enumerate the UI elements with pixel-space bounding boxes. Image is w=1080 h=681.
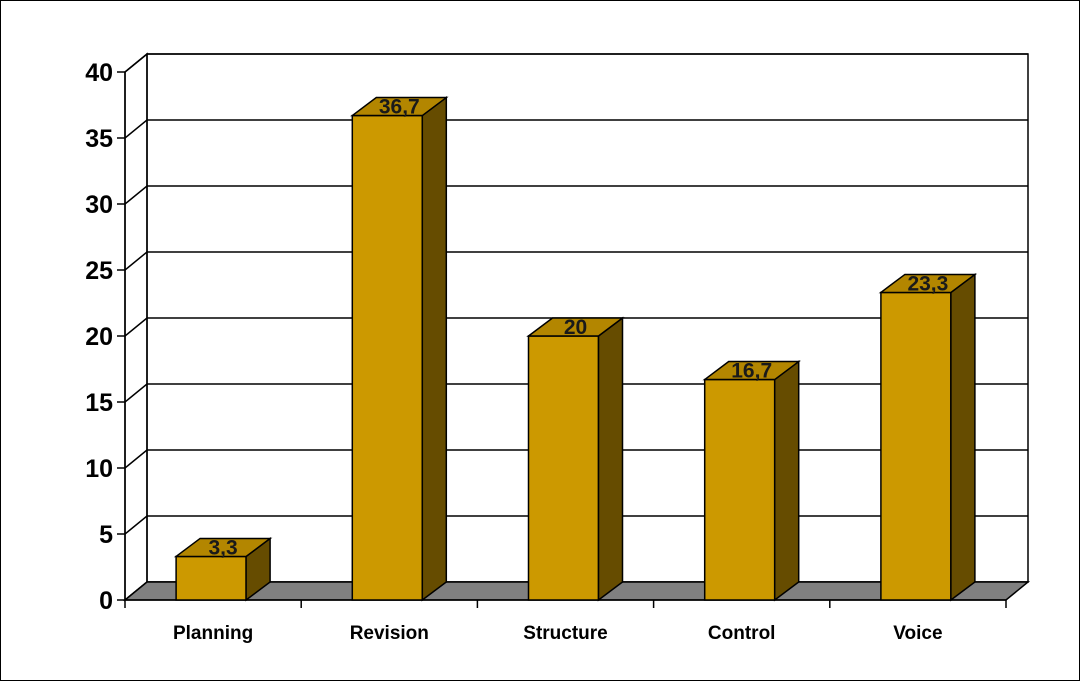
bar xyxy=(173,536,273,602)
bar-front xyxy=(351,114,424,601)
bar-top xyxy=(350,96,449,117)
gridline xyxy=(124,251,1028,271)
bar-front xyxy=(175,555,247,601)
y-tick-label: 25 xyxy=(85,257,113,285)
gridline xyxy=(124,119,1028,139)
bar-front xyxy=(880,291,952,601)
x-tick-label: Control xyxy=(708,623,776,644)
x-axis: Planning Revision Structure Control Voice xyxy=(124,599,1007,644)
bar-side xyxy=(597,316,624,602)
bar-top xyxy=(173,537,273,558)
bar-top xyxy=(702,360,801,381)
x-tick-label: Voice xyxy=(893,623,942,644)
y-tick-label: 40 xyxy=(85,59,113,87)
bar xyxy=(702,360,801,602)
bar xyxy=(878,272,978,602)
data-label: 3,3 xyxy=(208,536,237,559)
gridline xyxy=(124,53,1028,73)
bar-side xyxy=(773,360,800,602)
bar-top xyxy=(526,317,625,337)
y-tick-label: 0 xyxy=(99,587,113,615)
y-tick-label: 15 xyxy=(85,389,113,417)
x-tick-label: Structure xyxy=(523,623,607,644)
y-axis: 0 5 10 15 20 25 30 35 40 xyxy=(85,59,126,615)
bar-side xyxy=(421,96,448,602)
gridline xyxy=(124,185,1028,205)
data-label: 23,3 xyxy=(907,272,948,295)
y-tick-label: 30 xyxy=(85,191,113,219)
y-tick-label: 10 xyxy=(85,455,113,483)
data-labels: 3,3 36,7 20 16,7 23,3 xyxy=(208,96,948,560)
gridline xyxy=(124,317,1028,337)
bar-top xyxy=(878,273,978,294)
bar xyxy=(526,316,625,602)
y-tick-label: 20 xyxy=(85,323,113,351)
bar-front xyxy=(527,335,600,601)
bar xyxy=(350,96,449,602)
bar-side xyxy=(950,272,976,602)
y-tick-label: 35 xyxy=(85,125,113,153)
y-tick-label: 5 xyxy=(99,521,113,549)
x-tick-label: Planning xyxy=(173,623,253,644)
bars xyxy=(173,96,978,602)
x-tick-label: Revision xyxy=(350,623,429,644)
data-label: 16,7 xyxy=(731,360,772,383)
data-label: 20 xyxy=(564,316,587,339)
bar-front xyxy=(703,378,776,601)
data-label: 36,7 xyxy=(379,96,420,119)
